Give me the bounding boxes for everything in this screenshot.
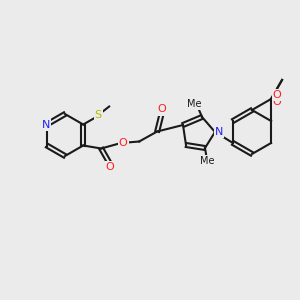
Text: Me: Me — [187, 99, 201, 109]
Text: O: O — [119, 137, 128, 148]
Text: S: S — [94, 110, 102, 119]
Text: O: O — [273, 97, 281, 107]
Text: N: N — [42, 119, 50, 130]
Text: N: N — [215, 127, 223, 137]
Text: O: O — [106, 163, 115, 172]
Text: O: O — [273, 90, 281, 100]
Text: Me: Me — [200, 156, 214, 166]
Text: O: O — [158, 104, 167, 115]
